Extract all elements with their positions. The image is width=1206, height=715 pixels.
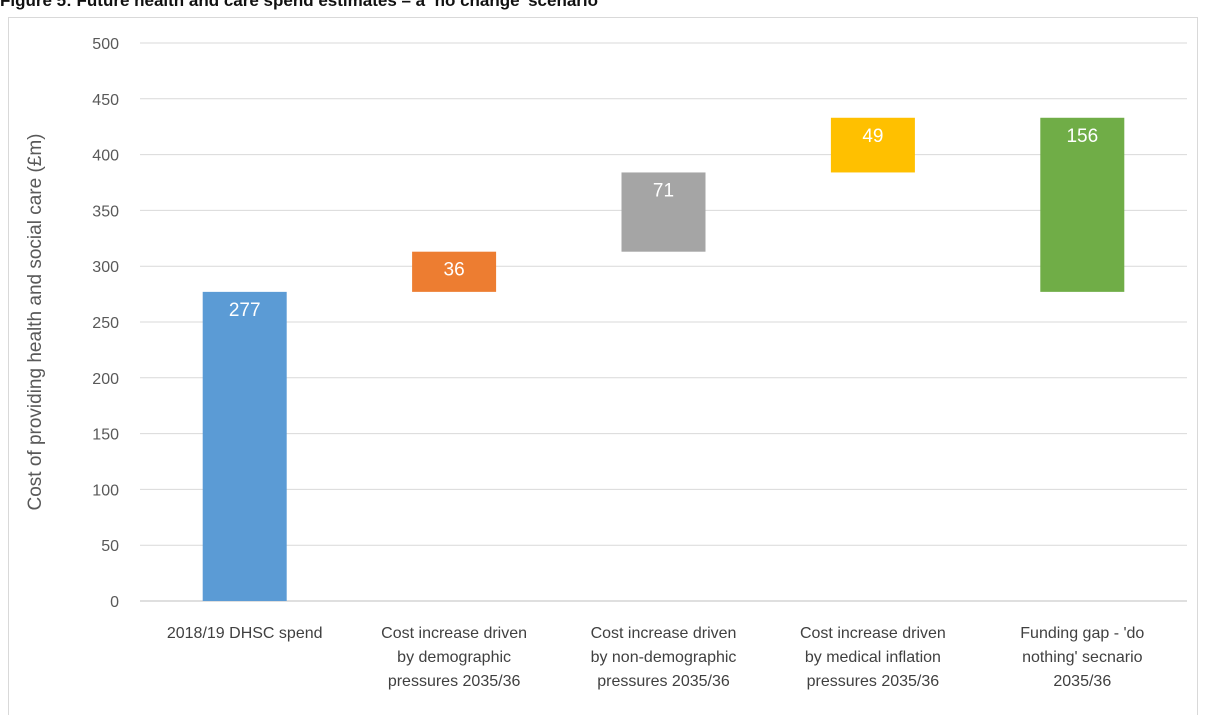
y-tick-label: 200 [92, 371, 119, 388]
data-label: 49 [862, 126, 883, 147]
bar [621, 172, 706, 252]
bar [412, 251, 497, 292]
y-axis-label: Cost of providing health and social care… [25, 133, 46, 510]
category-label: Cost increase driven by medical inflation… [800, 625, 946, 690]
category-label: 2018/19 DHSC spend [167, 625, 323, 642]
category-label: Cost increase driven by demographic pressu… [381, 625, 527, 690]
y-tick-label: 500 [92, 36, 119, 53]
data-label: 156 [1066, 126, 1098, 147]
y-tick-label: 400 [92, 148, 119, 165]
figure-title: Figure 5: Future health and care spend e… [0, 0, 599, 10]
x-axis-categories: 2018/19 DHSC spend Cost increase driven by… [167, 625, 1145, 690]
category-label: Cost increase driven by non-demographic pr… [591, 625, 737, 690]
y-tick-label: 300 [92, 259, 119, 276]
category-label: Funding gap - 'do nothing' secnario 2035/3… [1020, 625, 1144, 690]
data-label: 277 [229, 300, 261, 321]
bars: 277 36 71 49 156 [202, 117, 1125, 601]
y-tick-label: 350 [92, 203, 119, 220]
bar [830, 117, 915, 173]
y-axis-ticks: 0 50 100 150 200 250 300 350 400 450 500 [92, 36, 119, 611]
bar [1040, 117, 1125, 292]
y-tick-label: 100 [92, 482, 119, 499]
y-tick-label: 150 [92, 427, 119, 444]
y-tick-label: 250 [92, 315, 119, 332]
y-tick-label: 450 [92, 92, 119, 109]
gridlines [140, 42, 1187, 602]
y-tick-label: 50 [101, 538, 119, 555]
y-tick-label: 0 [110, 594, 119, 611]
bar [202, 291, 287, 601]
data-label: 71 [653, 180, 674, 201]
data-label: 36 [444, 260, 465, 281]
chart-frame [8, 17, 1198, 715]
